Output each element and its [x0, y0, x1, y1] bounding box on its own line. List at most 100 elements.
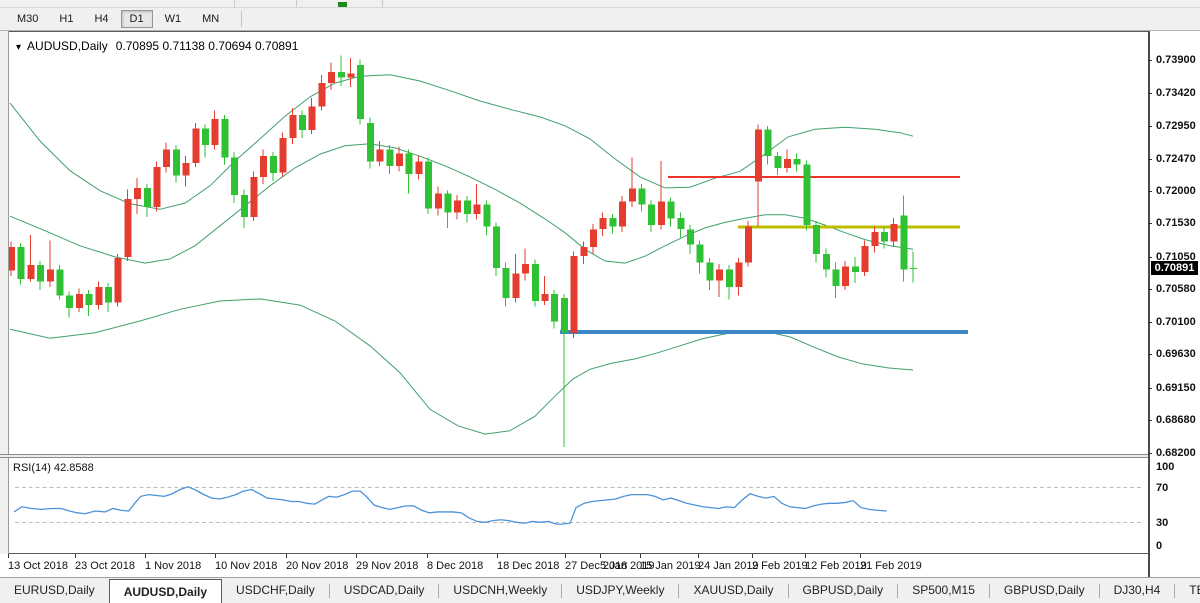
chart-tab-xauusd-daily[interactable]: XAUUSD,Daily: [693, 583, 774, 597]
price-axis-tick: [1148, 158, 1152, 160]
toolbar-divider: [241, 11, 243, 27]
date-axis-label: 1 Nov 2018: [145, 560, 202, 572]
candle-body-up: [745, 226, 753, 263]
ohlc-high: 0.71138: [162, 39, 205, 53]
price-axis-tick: [1148, 93, 1152, 95]
candle-body-up: [657, 201, 665, 226]
price-axis-tick: [1148, 322, 1152, 324]
candle-body-up: [192, 128, 200, 164]
chart-tab-eurusd-daily[interactable]: EURUSD,Daily: [14, 583, 95, 597]
timeframe-button-h1[interactable]: H1: [59, 13, 74, 25]
candle-body-up: [842, 266, 850, 286]
timeframe-button-mn[interactable]: MN: [202, 13, 220, 25]
candle-body-down: [764, 129, 772, 157]
candle-body-up: [871, 232, 879, 246]
price-axis-tick: [1148, 191, 1152, 193]
candle-body-up: [376, 149, 384, 162]
date-axis-tick: [356, 554, 357, 558]
candle-body-down: [202, 128, 209, 146]
date-axis-label: 12 Feb 2019: [805, 560, 867, 572]
candle-body-up: [590, 229, 597, 248]
candle-body-up: [318, 83, 326, 107]
tab-separator: [787, 584, 789, 598]
chart-tab-usdjpy-weekly[interactable]: USDJPY,Weekly: [576, 583, 665, 597]
date-axis-label: 10 Nov 2018: [215, 560, 278, 572]
price-axis-label: 0.70100: [1156, 316, 1196, 329]
candle-body-up: [347, 73, 355, 78]
date-axis-label: 27 Dec 2018: [565, 560, 628, 572]
chart-tab-dj30-h4[interactable]: DJ30,H4: [1113, 583, 1161, 597]
candle-body-down: [444, 193, 452, 213]
candle-body-down: [793, 158, 801, 165]
candle-body-down: [900, 215, 908, 270]
rsi-indicator-canvas[interactable]: [9, 458, 1148, 554]
date-axis-label: 15 Jan 2019: [640, 560, 701, 572]
candle-body-up: [716, 269, 724, 281]
chart-tab-audusd-daily[interactable]: AUDUSD,Daily: [108, 579, 223, 603]
price-axis-label: 0.72470: [1156, 152, 1196, 165]
candle-body-up: [512, 273, 520, 299]
chart-tab-tech1[interactable]: TECH1: [1189, 583, 1200, 597]
candle-body-down: [269, 156, 277, 173]
date-axis-tick: [640, 554, 641, 558]
candle-body-down: [560, 298, 568, 333]
chart-tab-sp500-m15[interactable]: SP500,M15: [912, 583, 975, 597]
price-axis-tick: [1148, 419, 1152, 421]
candle-body-up: [570, 256, 578, 333]
candle-body-up: [27, 265, 35, 279]
timeframe-button-m30[interactable]: M30: [17, 13, 39, 25]
timeframe-button-w1[interactable]: W1: [164, 13, 182, 25]
chart-symbol-label: AUDUSD,Daily: [27, 39, 108, 53]
chart-tab-usdcnh-weekly[interactable]: USDCNH,Weekly: [453, 583, 548, 597]
chart-tab-gbpusd-daily[interactable]: GBPUSD,Daily: [1003, 583, 1085, 597]
rsi-axis-label: 70: [1156, 482, 1169, 494]
date-axis[interactable]: 13 Oct 2018 23 Oct 2018 1 Nov 2018 10 Nov 2…: [0, 554, 1148, 577]
date-axis-label: 13 Oct 2018: [8, 560, 68, 572]
candle-body-down: [677, 218, 685, 230]
candle-body-down: [531, 263, 539, 301]
symbol-dropdown-icon[interactable]: ▾: [16, 42, 22, 53]
toolbar-separator: [382, 0, 383, 7]
chart-tab-usdchf-daily[interactable]: USDCHF,Daily: [236, 583, 315, 597]
candle-body-down: [493, 226, 500, 268]
candle-body-up: [124, 198, 132, 257]
date-axis-tick: [427, 554, 428, 558]
toolbar-separator: [296, 0, 297, 7]
chart-tab-gbpusd-daily[interactable]: GBPUSD,Daily: [802, 583, 884, 597]
timeframe-toolbar: M30 H1 H4 D1 W1 MN: [0, 8, 1200, 31]
date-axis-tick: [698, 554, 699, 558]
chart-tab-usdcad-daily[interactable]: USDCAD,Daily: [343, 583, 425, 597]
price-axis-label: 0.73900: [1156, 54, 1196, 66]
price-axis-tick: [1148, 223, 1152, 225]
candle-body-up: [163, 149, 171, 168]
candle-body-up: [46, 269, 54, 282]
candle-body-down: [706, 262, 714, 281]
candle-body-down: [910, 267, 918, 269]
ohlc-close: 0.70891: [255, 39, 299, 53]
date-axis-tick: [145, 554, 146, 558]
date-axis-tick: [752, 554, 753, 558]
candle-body-up: [861, 245, 869, 272]
pane-splitter[interactable]: [0, 454, 1148, 458]
timeframe-button-d1[interactable]: D1: [120, 10, 153, 28]
main-chart-canvas[interactable]: [9, 32, 1148, 454]
candle-body-down: [105, 287, 112, 303]
toolbar-edge-strip: [0, 0, 1200, 8]
price-axis-label: 0.71050: [1156, 250, 1196, 263]
date-axis-tick: [215, 554, 216, 558]
candle-body-down: [240, 194, 248, 217]
candle-body-up: [522, 263, 530, 274]
candle-body-down: [299, 114, 306, 130]
candle-body-down: [85, 294, 93, 306]
date-axis-tick: [8, 554, 9, 558]
timeframe-button-h4[interactable]: H4: [94, 13, 109, 25]
tab-separator: [561, 584, 563, 598]
ohlc-low: 0.70694: [208, 39, 252, 53]
candle-body-up: [279, 138, 287, 173]
price-axis[interactable]: [1148, 31, 1200, 577]
date-axis-label: 29 Nov 2018: [356, 560, 419, 572]
candle-body-down: [463, 200, 471, 215]
candle-body-up: [396, 153, 403, 166]
candle-body-down: [17, 247, 25, 279]
candle-body-down: [667, 201, 675, 219]
